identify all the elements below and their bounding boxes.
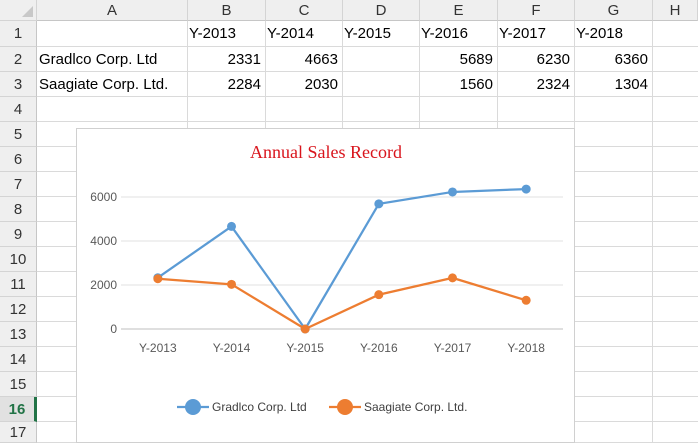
- row-header-3[interactable]: 3: [0, 72, 37, 97]
- data-point: [521, 295, 531, 305]
- series-line-1: [157, 187, 527, 331]
- row-header-11[interactable]: 11: [0, 272, 37, 297]
- row-header-2[interactable]: 2: [0, 47, 37, 72]
- cell-a3[interactable]: Saagiate Corp. Ltd.: [39, 76, 169, 93]
- row-header-17[interactable]: 17: [0, 422, 37, 443]
- legend-marker-1: [185, 399, 201, 415]
- select-all-corner[interactable]: [0, 0, 37, 21]
- x-tick-label: Y-2015: [286, 341, 324, 355]
- data-point: [374, 199, 384, 209]
- column-header-h[interactable]: H: [653, 0, 698, 21]
- cell-b1[interactable]: Y-2013: [189, 25, 236, 42]
- legend-label-2: Saagiate Corp. Ltd.: [364, 400, 467, 414]
- data-point: [374, 290, 384, 300]
- cell-f2[interactable]: 6230: [536, 51, 570, 68]
- cell-g1[interactable]: Y-2018: [576, 25, 623, 42]
- row-header-16[interactable]: 16: [0, 397, 37, 422]
- column-header-e[interactable]: E: [420, 0, 498, 21]
- cell-c3[interactable]: 2030: [304, 76, 338, 93]
- series-line-2: [157, 276, 527, 331]
- x-tick-label: Y-2013: [139, 341, 177, 355]
- row-header-9[interactable]: 9: [0, 222, 37, 247]
- select-all-triangle-icon: [22, 6, 33, 17]
- y-tick-label: 6000: [90, 190, 117, 204]
- x-tick-label: Y-2014: [213, 341, 251, 355]
- row-header-4[interactable]: 4: [0, 97, 37, 122]
- cell-c2[interactable]: 4663: [304, 51, 338, 68]
- data-point: [448, 273, 457, 283]
- row-header-5[interactable]: 5: [0, 122, 37, 147]
- data-point: [227, 279, 236, 289]
- row-header-13[interactable]: 13: [0, 322, 37, 347]
- chart-plot: Annual Sales Record 0 2000 4000 6000 Y-2013…: [90, 142, 563, 415]
- x-tick-label: Y-2017: [434, 341, 472, 355]
- column-header-a[interactable]: A: [37, 0, 188, 21]
- legend-label-1: Gradlco Corp. Ltd: [212, 400, 307, 414]
- data-point: [227, 221, 236, 231]
- cell-d1[interactable]: Y-2015: [344, 25, 391, 42]
- row-header-12[interactable]: 12: [0, 297, 37, 322]
- column-header-d[interactable]: D: [343, 0, 420, 21]
- row-header-14[interactable]: 14: [0, 347, 37, 372]
- cell-g3[interactable]: 1304: [614, 76, 648, 93]
- row-header-1[interactable]: 1: [0, 21, 37, 47]
- cell-e3[interactable]: 1560: [459, 76, 493, 93]
- column-header-f[interactable]: F: [498, 0, 575, 21]
- data-point: [521, 184, 531, 194]
- x-tick-label: Y-2018: [507, 341, 545, 355]
- cell-b3[interactable]: 2284: [227, 76, 261, 93]
- column-header-b[interactable]: B: [188, 0, 266, 21]
- cell-e2[interactable]: 5689: [459, 51, 493, 68]
- y-tick-label: 2000: [90, 278, 117, 292]
- row-header-8[interactable]: 8: [0, 197, 37, 222]
- column-header-g[interactable]: G: [575, 0, 653, 21]
- cell-g2[interactable]: 6360: [614, 51, 648, 68]
- line-chart[interactable]: Annual Sales Record 0 2000 4000 6000 Y-2013…: [76, 128, 575, 443]
- cell-f1[interactable]: Y-2017: [499, 25, 546, 42]
- row-header-10[interactable]: 10: [0, 247, 37, 272]
- cell-f3[interactable]: 2324: [536, 76, 570, 93]
- row-header-6[interactable]: 6: [0, 147, 37, 172]
- data-point: [300, 324, 310, 334]
- y-tick-label: 0: [110, 322, 117, 336]
- row-header-15[interactable]: 15: [0, 372, 37, 397]
- data-point: [448, 187, 457, 197]
- data-point: [153, 274, 163, 284]
- cell-a2[interactable]: Gradlco Corp. Ltd: [39, 51, 158, 68]
- column-header-c[interactable]: C: [266, 0, 343, 21]
- legend-marker-2: [337, 399, 353, 415]
- x-tick-label: Y-2016: [360, 341, 398, 355]
- cell-c1[interactable]: Y-2014: [267, 25, 314, 42]
- cell-b2[interactable]: 2331: [227, 51, 261, 68]
- y-tick-label: 4000: [90, 234, 117, 248]
- row-header-7[interactable]: 7: [0, 172, 37, 197]
- chart-title: Annual Sales Record: [250, 142, 402, 162]
- cell-e1[interactable]: Y-2016: [421, 25, 468, 42]
